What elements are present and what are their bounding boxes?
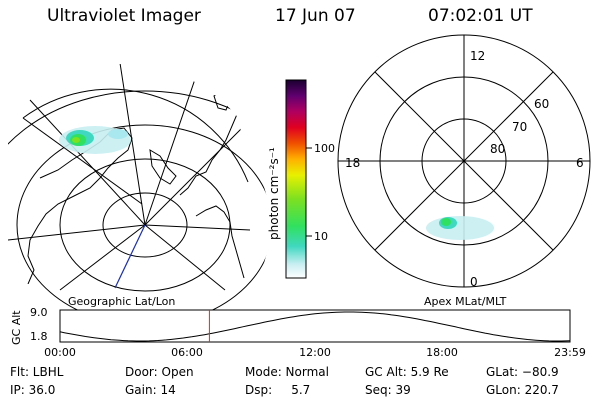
time-label: 07:02:01 UT	[428, 6, 533, 26]
polar-plot	[337, 34, 591, 288]
status-filter: Flt: LBHL	[10, 365, 64, 379]
altitude-curve	[59, 311, 571, 342]
altitude-plot-frame	[59, 309, 571, 343]
mlt-label-6: 6	[576, 156, 584, 170]
altitude-ylabel: GC Alt	[10, 310, 23, 345]
time-tick-2359: 23:59	[554, 346, 586, 359]
geographic-map	[8, 63, 270, 350]
status-glon: GLon: 220.7	[486, 383, 559, 397]
status-mode: Mode: Normal	[245, 365, 329, 379]
status-ip: IP: 36.0	[10, 383, 56, 397]
mlat-label-70: 70	[512, 120, 527, 134]
polar-caption: Apex MLat/MLT	[424, 295, 507, 308]
time-tick-0600: 06:00	[171, 346, 203, 359]
local-time-meridian	[114, 224, 146, 289]
altitude-plot: GC Alt 9.0 1.8 00:00 06:00 12:00 18:00 2…	[10, 306, 586, 359]
colorbar-unit-label: photon cm⁻²s⁻¹	[267, 147, 281, 240]
mlat-label-80: 80	[490, 142, 505, 156]
date-label: 17 Jun 07	[275, 6, 356, 26]
status-glat: GLat: −80.9	[486, 365, 559, 379]
mlt-label-0: 0	[470, 275, 478, 289]
status-gc-alt: GC Alt: 5.9 Re	[365, 365, 449, 379]
mlt-label-12: 12	[470, 49, 485, 63]
status-dsp: Dsp: 5.7	[245, 383, 311, 397]
colorbar-label-10: 10	[314, 230, 328, 243]
colorbar-label-100: 100	[314, 142, 335, 155]
time-tick-0000: 00:00	[44, 346, 76, 359]
status-door: Door: Open	[125, 365, 194, 379]
instrument-title: Ultraviolet Imager	[47, 6, 201, 26]
altitude-ytick-low: 1.8	[30, 330, 48, 343]
colorbar	[285, 79, 307, 279]
aurora-emission-polar	[426, 216, 494, 240]
mlt-label-18: 18	[345, 156, 360, 170]
altitude-ytick-high: 9.0	[30, 306, 48, 319]
aurora-emission-geo	[59, 126, 131, 154]
mlat-label-60: 60	[534, 97, 549, 111]
geo-caption: Geographic Lat/Lon	[68, 295, 175, 308]
time-tick-1800: 18:00	[426, 346, 458, 359]
status-seq: Seq: 39	[365, 383, 411, 397]
status-gain: Gain: 14	[125, 383, 176, 397]
time-tick-1200: 12:00	[299, 346, 331, 359]
